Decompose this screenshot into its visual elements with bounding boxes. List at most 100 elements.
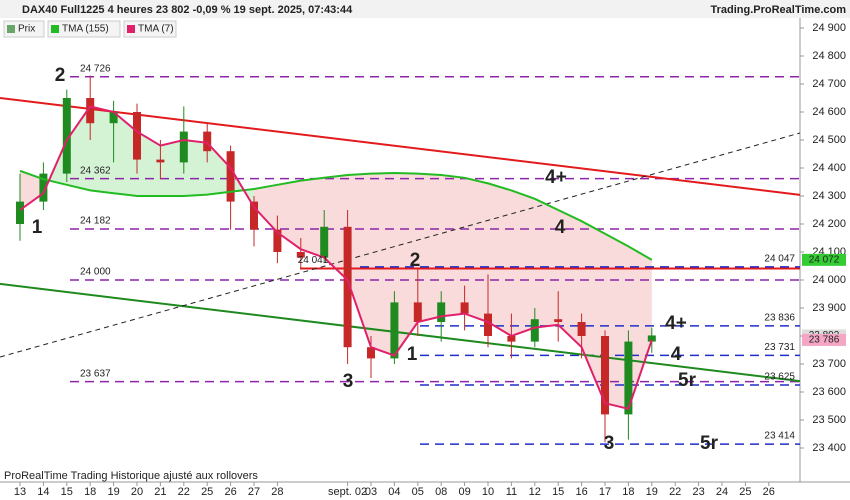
candle-body	[156, 159, 165, 163]
x-tick-label: 27	[248, 486, 260, 498]
legend-box	[123, 20, 177, 38]
wave-label: 4	[671, 344, 682, 365]
candle-body	[320, 226, 329, 258]
level-label: 23 836	[764, 313, 795, 324]
candle-body	[507, 336, 516, 342]
tma-fill	[464, 177, 488, 322]
x-tick-label: 25	[201, 486, 213, 498]
y-tick-label: 24 800	[812, 50, 846, 62]
x-tick-label: 28	[271, 486, 283, 498]
tma-fill	[417, 173, 442, 322]
x-tick-label: 09	[458, 486, 470, 498]
candle-body	[86, 98, 95, 124]
y-tick-label: 23 900	[812, 302, 846, 314]
source: Trading.ProRealTime.com	[710, 4, 846, 16]
tma-fill	[90, 106, 114, 194]
x-tick-label: 24	[716, 486, 728, 498]
x-tick-label: 25	[739, 486, 751, 498]
tma-fill	[394, 173, 418, 356]
tma-fill	[160, 140, 184, 196]
candle-body	[273, 229, 282, 252]
x-tick-label: 23	[692, 486, 704, 498]
x-tick-label: 08	[435, 486, 447, 498]
tma-fill	[441, 175, 465, 317]
legend-label: TMA (7)	[138, 24, 174, 35]
level-label: 24 000	[80, 267, 111, 278]
candle-body	[460, 302, 469, 314]
level-label: 23 625	[764, 372, 795, 383]
level-label: 24 182	[80, 216, 111, 227]
x-tick-label: 22	[669, 486, 681, 498]
candle-body	[250, 201, 258, 230]
legend-box	[47, 20, 121, 38]
x-tick-label: 15	[552, 486, 564, 498]
x-tick-label: 19	[646, 486, 658, 498]
x-tick-label: 03	[365, 486, 377, 498]
wave-label: 4+	[665, 313, 687, 334]
x-tick-label: 21	[154, 486, 166, 498]
y-tick-label: 24 400	[812, 162, 846, 174]
candle-body	[62, 98, 71, 174]
wave-label: 1	[32, 217, 43, 238]
wave-label: 1	[407, 344, 418, 365]
x-tick-label: 22	[178, 486, 190, 498]
candle-body	[554, 319, 563, 322]
wave-label: 5r	[678, 370, 697, 391]
tma-fill	[113, 112, 137, 196]
candle-body	[39, 173, 48, 202]
level-label: 24 726	[80, 63, 111, 74]
y-tick-label: 23 600	[812, 386, 846, 398]
level-label: 23 731	[764, 342, 795, 353]
candle-body	[624, 341, 633, 415]
trendline	[0, 132, 801, 358]
y-tick-label: 24 200	[812, 218, 846, 230]
candle-body	[226, 151, 235, 202]
level-label: 24 362	[80, 165, 111, 176]
x-tick-label: 26	[224, 486, 236, 498]
y-tick-label: 24 500	[812, 134, 846, 146]
x-tick-label: 26	[763, 486, 775, 498]
tma-fill	[511, 190, 535, 336]
wave-label: 3	[604, 433, 615, 454]
level-label: 24 047	[764, 253, 795, 264]
x-tick-label: 20	[131, 486, 143, 498]
tma-fill	[534, 198, 559, 328]
candle-body	[133, 112, 141, 160]
candle-body	[577, 322, 586, 336]
candle-body	[413, 302, 422, 322]
price-badge	[802, 333, 846, 346]
x-tick-label: 13	[14, 486, 26, 498]
tma-fill	[66, 106, 91, 191]
footer: ProRealTime Trading Historique ajusté au…	[4, 470, 258, 482]
wave-label: 2	[410, 250, 421, 271]
y-tick-label: 23 400	[812, 442, 846, 454]
y-tick-label: 24 000	[812, 274, 846, 286]
price-badge-label: 23 786	[809, 335, 840, 346]
price-badge	[802, 253, 846, 266]
candle-body	[647, 335, 656, 342]
legend-swatch	[127, 25, 135, 33]
candle-body	[437, 302, 446, 322]
tma-fill	[558, 210, 582, 348]
candle-body	[109, 112, 118, 124]
tma-fill	[20, 170, 44, 210]
y-tick-label: 24 900	[812, 22, 846, 34]
x-tick-label: 19	[107, 486, 119, 498]
tma-fill	[137, 131, 161, 196]
tma-fill	[254, 184, 278, 233]
wave-label: 5r	[700, 433, 719, 454]
candle-body	[179, 131, 188, 163]
candle-body	[296, 252, 305, 258]
tma-fill	[371, 173, 395, 356]
tma-fill	[324, 175, 348, 280]
x-tick-label: 18	[622, 486, 634, 498]
x-tick-label: 12	[529, 486, 541, 498]
tma-fill	[347, 173, 371, 348]
legend-label: Prix	[18, 24, 35, 35]
candle-body	[343, 226, 352, 348]
plot-area	[0, 75, 801, 445]
candle-body	[601, 336, 609, 415]
chart-title: DAX40 Full1225 4 heures 23 802 -0,09 % 1…	[22, 4, 353, 16]
